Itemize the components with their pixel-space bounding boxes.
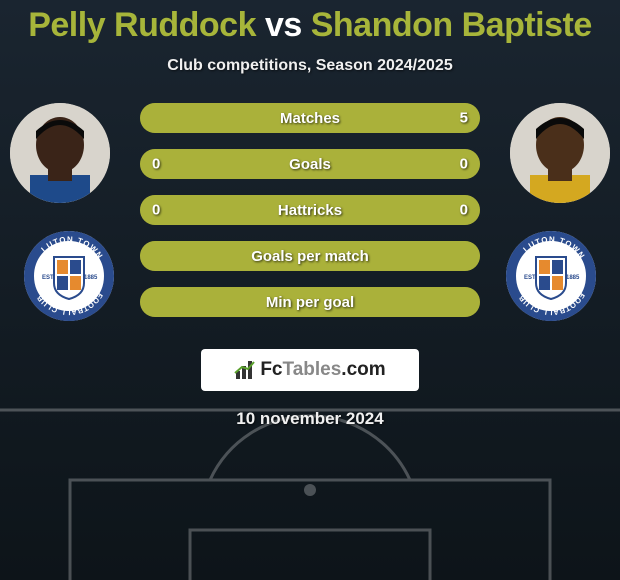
- player1-club-badge: LUTON TOWN FOOTBALL CLUB EST 1885: [24, 231, 114, 321]
- stat-bar: 5 Matches: [140, 103, 480, 133]
- player1-avatar: [10, 103, 110, 203]
- svg-text:EST: EST: [524, 275, 536, 281]
- stat-label: Min per goal: [266, 294, 354, 311]
- stat-bar: 0 0 Goals: [140, 149, 480, 179]
- player2-face-icon: [510, 103, 610, 203]
- stat-value-right: 0: [460, 156, 468, 173]
- stat-bars: 5 Matches 0 0 Goals 0 0 Hattricks Goals per matc…: [140, 103, 480, 317]
- logo-brand: Fc: [260, 359, 282, 380]
- stat-label: Matches: [280, 110, 340, 127]
- player2-club-badge: LUTON TOWN FOOTBALL CLUB EST 1885: [506, 231, 596, 321]
- date-label: 10 november 2024: [0, 409, 620, 429]
- title-vs: vs: [265, 6, 302, 44]
- svg-text:1885: 1885: [566, 275, 580, 281]
- stat-value-left: 0: [152, 156, 160, 173]
- logo-suffix: .com: [341, 359, 385, 380]
- logo-text: FcTables.com: [260, 359, 385, 381]
- club-crest-icon: LUTON TOWN FOOTBALL CLUB EST 1885: [506, 231, 596, 321]
- bar-chart-icon: [234, 359, 256, 381]
- logo-rest: Tables: [283, 359, 342, 380]
- svg-text:1885: 1885: [84, 275, 98, 281]
- stat-fill-left: [140, 149, 310, 179]
- player2-avatar: [510, 103, 610, 203]
- fctables-logo: FcTables.com: [201, 349, 419, 391]
- title-player1: Pelly Ruddock: [28, 6, 256, 44]
- stat-bar: 0 0 Hattricks: [140, 195, 480, 225]
- player1-face-icon: [10, 103, 110, 203]
- stat-label: Goals per match: [251, 248, 369, 265]
- club-crest-icon: LUTON TOWN FOOTBALL CLUB EST 1885: [24, 231, 114, 321]
- comparison-area: LUTON TOWN FOOTBALL CLUB EST 1885: [0, 103, 620, 333]
- content: Pelly Ruddock vs Shandon Baptiste Club c…: [0, 0, 620, 580]
- svg-text:EST: EST: [42, 275, 54, 281]
- stat-bar: Min per goal: [140, 287, 480, 317]
- stat-value-left: 0: [152, 202, 160, 219]
- stat-label: Goals: [289, 156, 331, 173]
- subtitle: Club competitions, Season 2024/2025: [0, 57, 620, 75]
- stat-fill-right: [310, 149, 480, 179]
- stat-value-right: 0: [460, 202, 468, 219]
- stat-bar: Goals per match: [140, 241, 480, 271]
- title-player2: Shandon Baptiste: [311, 6, 592, 44]
- stat-value-right: 5: [460, 110, 468, 127]
- page-title: Pelly Ruddock vs Shandon Baptiste: [0, 6, 620, 45]
- stat-label: Hattricks: [278, 202, 342, 219]
